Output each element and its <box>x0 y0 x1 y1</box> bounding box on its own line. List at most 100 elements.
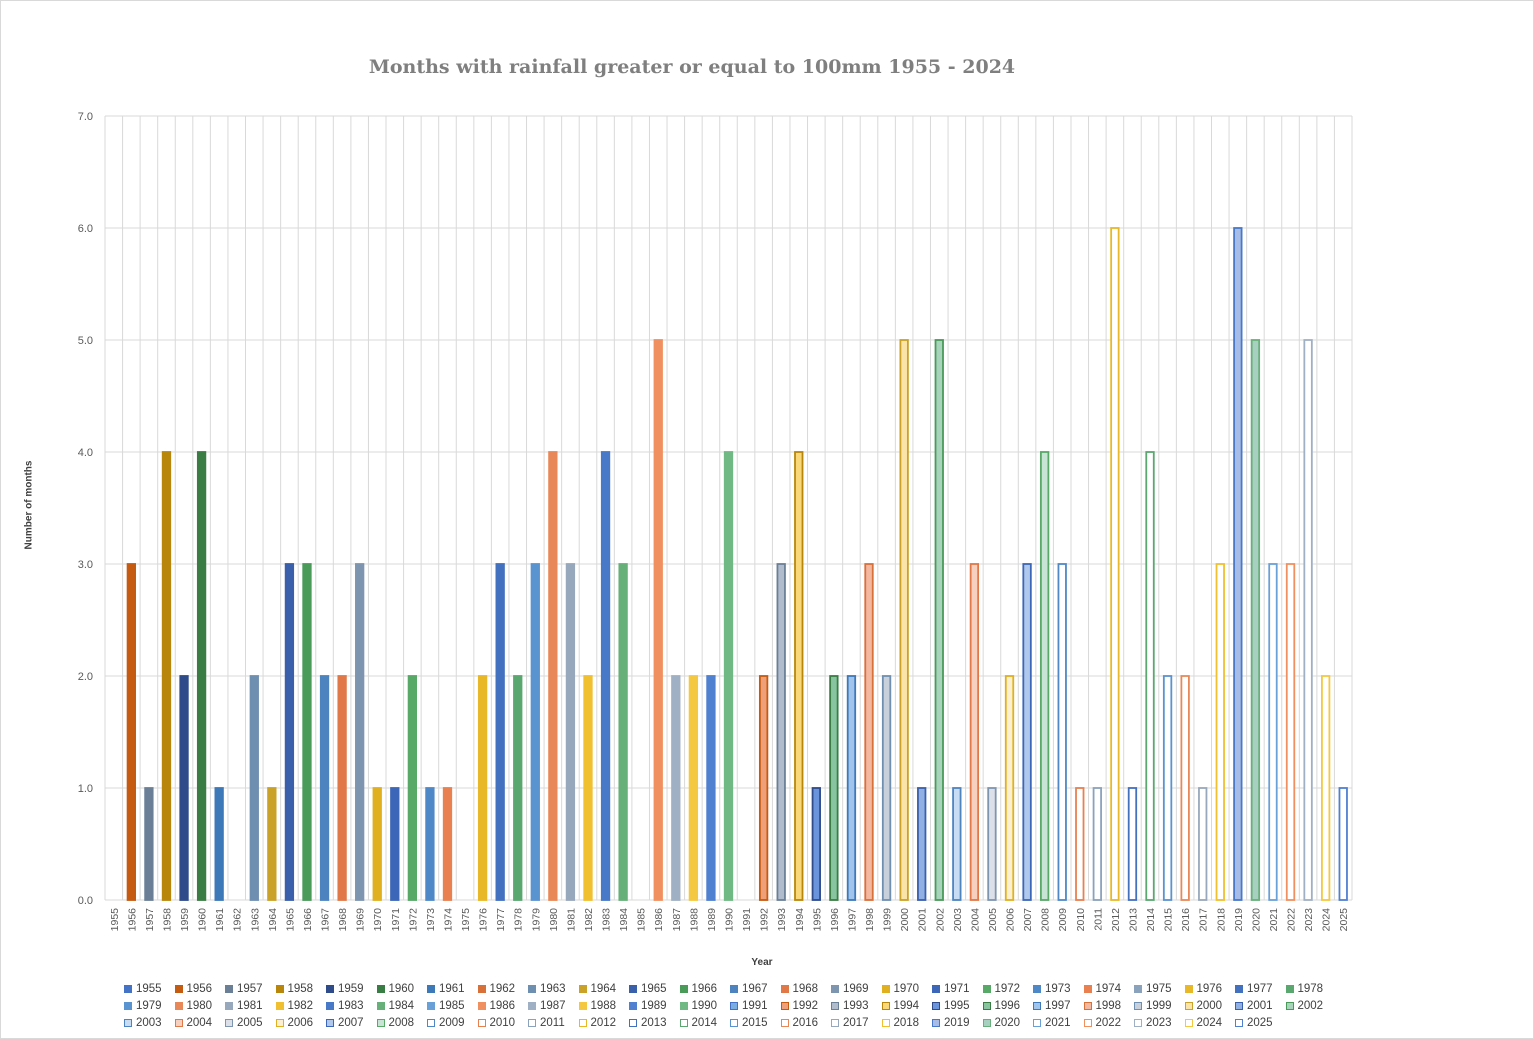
x-tick-label: 1994 <box>794 908 806 932</box>
bars <box>126 227 1348 901</box>
bar-1998 <box>864 563 874 901</box>
bar-2019 <box>1233 227 1243 901</box>
legend-swatch <box>629 1002 637 1010</box>
x-tick-label: 1971 <box>390 908 402 932</box>
bar-1996 <box>829 675 839 901</box>
legend-label: 1957 <box>237 983 263 995</box>
legend-swatch <box>1134 1002 1142 1010</box>
legend-label: 2002 <box>1297 1000 1324 1012</box>
legend-label: 1976 <box>1196 983 1223 995</box>
x-tick-label: 2016 <box>1180 908 1192 932</box>
legend-swatch <box>326 985 334 993</box>
legend-entry-2012: 2012 <box>578 1015 630 1031</box>
legend-entry-2023: 2023 <box>1134 1015 1185 1031</box>
legend-label: 2016 <box>792 1017 819 1029</box>
legend-entry-1981: 1981 <box>225 998 276 1014</box>
legend-label: 1971 <box>944 983 970 995</box>
legend-entry-2025: 2025 <box>1235 1015 1286 1031</box>
bar-2009 <box>1057 563 1067 901</box>
legend-label: 2023 <box>1146 1017 1172 1029</box>
x-tick-label: 1987 <box>671 908 683 932</box>
x-tick-label: 1955 <box>109 908 121 932</box>
bar-1970 <box>372 787 382 901</box>
legend-label: 1970 <box>893 983 920 995</box>
bar-1964 <box>267 787 277 901</box>
bar-1986 <box>653 339 663 901</box>
x-tick-label: 2018 <box>1215 908 1227 932</box>
bar-1969 <box>355 563 365 901</box>
legend-label: 1978 <box>1297 983 1324 995</box>
legend-entry-1958: 1958 <box>275 981 327 997</box>
legend-swatch <box>1134 1019 1142 1027</box>
chart-title: Months with rainfall greater or equal to… <box>368 56 1016 78</box>
bar-2002 <box>934 339 944 901</box>
x-tick-label: 1975 <box>460 908 472 932</box>
bar-2023 <box>1303 339 1313 901</box>
legend-swatch <box>225 1002 233 1010</box>
legend-entry-1995: 1995 <box>932 998 983 1014</box>
legend-swatch <box>1285 985 1294 993</box>
bar-2012 <box>1110 227 1120 901</box>
y-tick-label: 4.0 <box>78 447 93 459</box>
legend-label: 1982 <box>287 1000 314 1012</box>
legend-entry-1963: 1963 <box>528 981 579 997</box>
legend-entry-1996: 1996 <box>982 998 1034 1014</box>
x-tick-label: 1963 <box>249 908 261 932</box>
legend-label: 1955 <box>136 983 162 995</box>
x-tick-label: 1966 <box>302 908 314 932</box>
y-tick-label: 2.0 <box>78 671 93 683</box>
legend-entry-2021: 2021 <box>1033 1015 1084 1031</box>
legend-label: 1987 <box>540 1000 566 1012</box>
legend-entry-1962: 1962 <box>477 981 529 997</box>
legend-swatch <box>427 1002 435 1010</box>
legend-swatch <box>730 985 738 993</box>
legend-swatch <box>881 985 890 993</box>
x-tick-label: 2024 <box>1321 908 1333 932</box>
x-tick-label: 1956 <box>126 908 138 932</box>
legend-entry-2018: 2018 <box>881 1015 933 1031</box>
bar-1982 <box>583 675 593 901</box>
x-tick-label: 1976 <box>478 908 490 932</box>
legend-entry-2011: 2011 <box>528 1015 579 1031</box>
legend-swatch <box>124 1002 132 1010</box>
legend-entry-1978: 1978 <box>1285 981 1337 997</box>
legend-label: 1975 <box>1146 983 1172 995</box>
legend-swatch <box>1184 985 1193 993</box>
legend-label: 2000 <box>1196 1000 1223 1012</box>
legend-label: 2007 <box>338 1017 364 1029</box>
x-tick-label: 2014 <box>1145 908 1157 932</box>
x-tick-label: 1967 <box>320 908 332 932</box>
legend-swatch <box>477 985 486 993</box>
legend-entry-1982: 1982 <box>275 998 327 1014</box>
legend-entry-2008: 2008 <box>376 1015 428 1031</box>
legend-entry-2016: 2016 <box>780 1015 832 1031</box>
legend-entry-2020: 2020 <box>982 1015 1034 1031</box>
legend-label: 1992 <box>792 1000 819 1012</box>
x-tick-label: 1961 <box>214 908 226 932</box>
x-tick-label: 1978 <box>513 908 525 932</box>
bar-1995 <box>811 787 821 901</box>
legend-swatch <box>427 1019 435 1027</box>
bar-1968 <box>337 675 347 901</box>
legend-entry-2002: 2002 <box>1285 998 1337 1014</box>
x-tick-label: 1990 <box>724 908 736 932</box>
legend-entry-1961: 1961 <box>427 981 478 997</box>
legend-label: 2020 <box>994 1017 1021 1029</box>
bar-2017 <box>1198 787 1208 901</box>
y-tick-label: 7.0 <box>78 111 93 123</box>
x-axis-label: Year <box>751 957 773 968</box>
legend-entry-1985: 1985 <box>427 998 478 1014</box>
y-tick-label: 3.0 <box>78 559 93 571</box>
bar-1960 <box>196 451 207 901</box>
bar-2013 <box>1127 787 1138 901</box>
bar-1963 <box>249 675 259 901</box>
x-tick-label: 1986 <box>653 908 665 932</box>
x-tick-label: 2019 <box>1233 908 1245 932</box>
legend-entry-1972: 1972 <box>982 981 1034 997</box>
legend-swatch <box>1083 1019 1092 1027</box>
legend-label: 1980 <box>186 1000 213 1012</box>
legend-swatch <box>831 985 839 993</box>
legend-swatch <box>275 1002 284 1010</box>
legend-entry-2009: 2009 <box>427 1015 478 1031</box>
legend-entry-1977: 1977 <box>1235 981 1286 997</box>
